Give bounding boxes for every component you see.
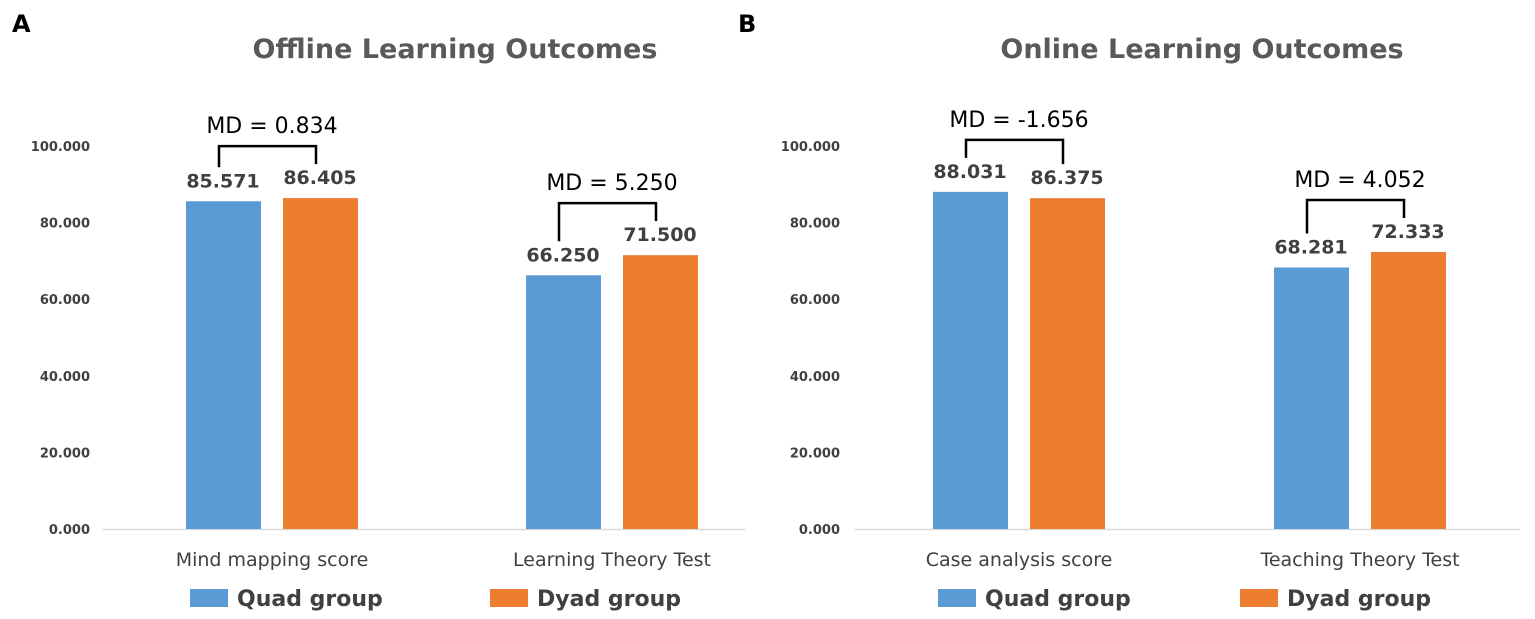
- y-tick-label: 80.000: [790, 217, 840, 232]
- y-tick-label: 60.000: [40, 293, 90, 308]
- y-tick-label: 80.000: [40, 217, 90, 232]
- data-label: 68.281: [1274, 236, 1347, 258]
- legend-swatch: [190, 589, 228, 607]
- y-tick-label: 100.000: [31, 140, 90, 155]
- md-bracket: [1305, 198, 1406, 234]
- legend-label: Dyad group: [537, 587, 681, 612]
- legend-label: Quad group: [237, 587, 383, 612]
- bar-quad-group: [1274, 267, 1349, 529]
- md-annotation: MD = 5.250: [546, 171, 677, 196]
- bar-dyad-group: [283, 198, 358, 529]
- legend-swatch: [1240, 589, 1278, 607]
- data-label: 88.031: [933, 161, 1006, 183]
- md-bracket: [557, 201, 658, 242]
- y-tick-label: 60.000: [790, 293, 840, 308]
- md-bracket: [964, 138, 1065, 165]
- panel-label: B: [738, 10, 756, 38]
- panel-label: A: [12, 10, 31, 38]
- md-bracket: [217, 144, 318, 168]
- data-label: 86.375: [1030, 167, 1103, 189]
- data-label: 72.333: [1371, 221, 1444, 243]
- bar-dyad-group: [623, 255, 698, 529]
- y-tick-label: 40.000: [40, 370, 90, 385]
- legend-label: Quad group: [985, 587, 1131, 612]
- x-tick-label: Mind mapping score: [176, 549, 369, 571]
- y-tick-label: 40.000: [790, 370, 840, 385]
- y-tick-label: 100.000: [781, 140, 840, 155]
- data-label: 66.250: [526, 244, 599, 266]
- bar-quad-group: [933, 191, 1008, 530]
- md-annotation: MD = 4.052: [1294, 168, 1425, 193]
- y-tick-label: 0.000: [799, 523, 840, 538]
- x-tick-label: Learning Theory Test: [513, 549, 711, 571]
- data-label: 71.500: [623, 224, 696, 246]
- legend-label: Dyad group: [1287, 587, 1431, 612]
- chart-title: Offline Learning Outcomes: [253, 34, 658, 65]
- data-label: 85.571: [186, 170, 259, 192]
- chart-title: Online Learning Outcomes: [1000, 34, 1403, 65]
- bar-dyad-group: [1030, 198, 1105, 529]
- md-annotation: MD = -1.656: [949, 108, 1088, 133]
- bar-dyad-group: [1371, 251, 1446, 530]
- bar-quad-group: [186, 201, 261, 530]
- y-tick-label: 0.000: [49, 523, 90, 538]
- y-tick-label: 20.000: [40, 446, 90, 461]
- y-tick-label: 20.000: [790, 446, 840, 461]
- md-annotation: MD = 0.834: [206, 114, 337, 139]
- bar-quad-group: [526, 275, 601, 529]
- x-tick-label: Teaching Theory Test: [1259, 549, 1459, 571]
- data-label: 86.405: [283, 167, 356, 189]
- x-tick-label: Case analysis score: [926, 549, 1113, 571]
- legend-swatch: [490, 589, 528, 607]
- legend-swatch: [938, 589, 976, 607]
